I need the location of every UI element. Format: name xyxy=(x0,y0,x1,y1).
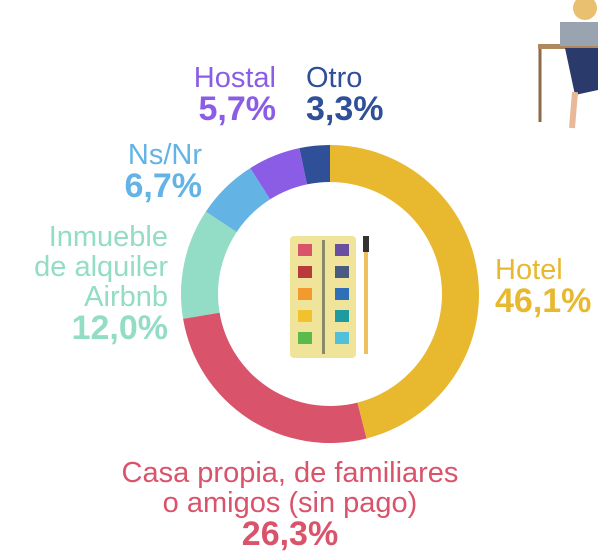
value-label: 26,3% xyxy=(40,518,540,550)
category-name: Hostal xyxy=(100,63,276,93)
person-illustration xyxy=(538,0,598,128)
category-name: Hotel xyxy=(495,255,598,285)
value-label: 12,0% xyxy=(0,312,168,344)
value-label: 6,7% xyxy=(0,170,202,202)
value-label: 3,3% xyxy=(306,93,426,125)
page: {"chart_data": {"type": "donut", "catego… xyxy=(0,0,598,541)
category-name: Casa propia, de familiares o amigos (sin… xyxy=(40,458,540,518)
category-name: Inmueble de alquiler Airbnb xyxy=(0,222,168,312)
donut-slice xyxy=(181,212,237,319)
category-name: Otro xyxy=(306,63,426,93)
category-name: Ns/Nr xyxy=(0,140,202,170)
palette-illustration xyxy=(290,236,369,358)
value-label: 46,1% xyxy=(495,285,598,317)
slice-label: Casa propia, de familiares o amigos (sin… xyxy=(40,458,540,550)
value-label: 5,7% xyxy=(100,93,276,125)
